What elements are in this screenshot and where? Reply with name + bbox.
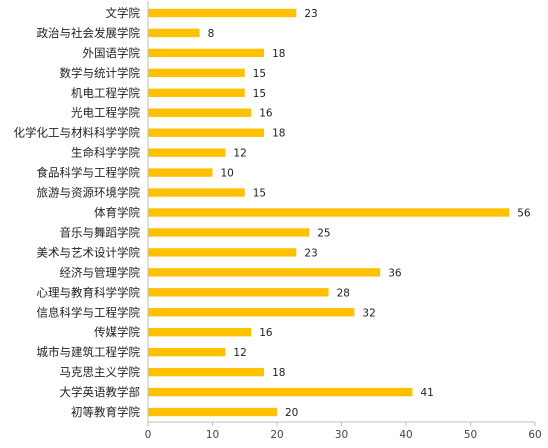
bar — [148, 148, 226, 157]
value-label: 56 — [517, 208, 531, 220]
category-label: 经济与管理学院 — [60, 265, 141, 279]
category-label: 初等教育学院 — [71, 405, 140, 419]
category-label: 信息科学与工程学院 — [37, 305, 141, 319]
bar — [148, 308, 355, 317]
value-label: 18 — [272, 367, 285, 379]
category-label: 数学与统计学院 — [60, 66, 141, 80]
bar — [148, 268, 381, 277]
bars-group — [148, 8, 510, 417]
bar — [148, 208, 510, 217]
bar — [148, 387, 413, 397]
bar — [148, 108, 252, 117]
category-label: 体育学院 — [94, 206, 140, 220]
value-labels: 2381815151618121015562523362832161218412… — [208, 8, 531, 419]
value-label: 15 — [253, 188, 266, 200]
bar — [148, 128, 265, 137]
category-label: 文学院 — [106, 6, 141, 20]
x-tick-label: 30 — [335, 429, 348, 441]
value-label: 20 — [285, 407, 298, 419]
value-label: 18 — [272, 48, 285, 60]
value-label: 36 — [388, 267, 402, 279]
value-label: 15 — [253, 68, 266, 80]
category-label: 马克思主义学院 — [60, 365, 141, 379]
x-tick-label: 60 — [528, 429, 541, 441]
category-label: 传媒学院 — [94, 325, 140, 339]
x-tick-label: 50 — [464, 429, 477, 441]
x-tick-label: 20 — [270, 429, 283, 441]
bar — [148, 48, 265, 58]
axes — [147, 1, 536, 426]
bar — [148, 328, 252, 337]
value-label: 16 — [259, 108, 273, 120]
bar — [148, 288, 329, 297]
category-label: 音乐与舞蹈学院 — [60, 225, 141, 239]
value-label: 12 — [233, 347, 246, 359]
bar — [148, 88, 245, 97]
category-label: 机电工程学院 — [71, 86, 140, 100]
category-labels: 文学院政治与社会发展学院外国语学院数学与统计学院机电工程学院光电工程学院化学化工… — [14, 6, 141, 419]
category-label: 生命科学学院 — [71, 146, 140, 160]
bar — [148, 188, 245, 197]
category-label: 城市与建筑工程学院 — [37, 345, 141, 359]
value-label: 15 — [253, 88, 266, 100]
x-tick-label: 40 — [399, 429, 412, 441]
value-label: 41 — [420, 387, 433, 399]
category-label: 政治与社会发展学院 — [37, 26, 141, 40]
bar — [148, 248, 297, 257]
category-label: 大学英语教学部 — [60, 385, 141, 399]
value-label: 12 — [233, 148, 246, 160]
value-label: 32 — [362, 307, 375, 319]
bar — [148, 367, 265, 377]
value-label: 28 — [337, 287, 350, 299]
x-tick-label: 0 — [145, 429, 152, 441]
bar — [148, 347, 226, 357]
category-label: 食品科学与工程学院 — [37, 166, 141, 180]
value-label: 8 — [208, 28, 215, 40]
value-label: 10 — [221, 168, 234, 180]
value-label: 23 — [304, 8, 317, 20]
value-label: 18 — [272, 128, 285, 140]
category-label: 外国语学院 — [83, 46, 141, 60]
x-tick-label: 10 — [206, 429, 219, 441]
category-label: 化学化工与材料科学学院 — [14, 126, 141, 140]
value-label: 25 — [317, 227, 330, 239]
category-label: 旅游与资源环境学院 — [37, 186, 141, 200]
bar — [148, 28, 200, 38]
bar — [148, 168, 213, 177]
category-label: 心理与教育科学学院 — [37, 285, 141, 299]
value-label: 16 — [259, 327, 273, 339]
value-label: 23 — [304, 247, 317, 259]
category-label: 光电工程学院 — [71, 106, 140, 120]
bar — [148, 8, 297, 18]
bar — [148, 228, 310, 237]
tick-labels: 0 10 20 30 40 50 60 — [145, 429, 542, 441]
bar — [148, 407, 277, 417]
bar — [148, 68, 245, 78]
category-label: 美术与艺术设计学院 — [37, 245, 141, 259]
